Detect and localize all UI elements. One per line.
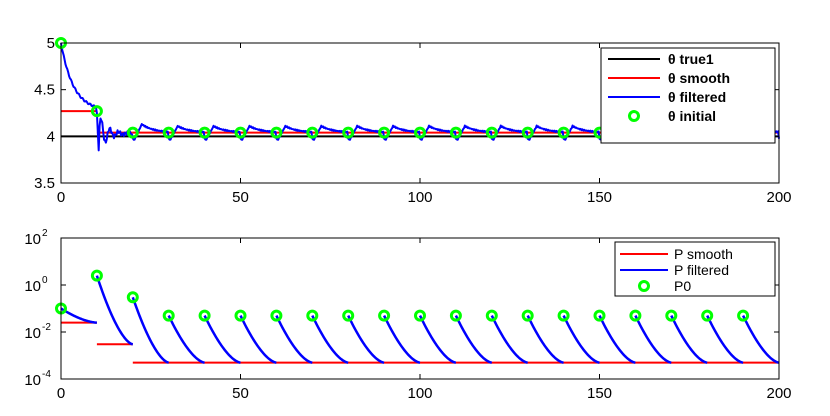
p-filtered-line [598, 315, 636, 364]
p0-marker [414, 309, 426, 322]
p-filtered-line [526, 315, 565, 364]
theta-initial-marker [485, 126, 498, 139]
p-filtered-line [131, 296, 170, 364]
theta-y-tick-label: 4.5 [34, 82, 55, 99]
p-y-tick-exponent: -4 [42, 369, 51, 380]
legend-label-theta-filtered: θ filtered [668, 89, 726, 105]
p0-marker [557, 309, 570, 322]
p0-marker [126, 291, 139, 304]
theta-initial-marker [270, 126, 283, 139]
p0-marker [162, 309, 175, 322]
p-filtered-line [95, 275, 134, 346]
p-x-tick-label: 100 [407, 385, 432, 402]
p-filtered-line [311, 315, 349, 364]
p0-marker [629, 309, 642, 322]
p-filtered-line [562, 315, 601, 364]
theta-initial-marker [234, 126, 247, 139]
p-filtered-line [490, 315, 529, 364]
p-y-tick-exponent: 2 [42, 228, 48, 239]
theta-initial-marker [306, 126, 319, 139]
p-x-tick-label: 50 [232, 385, 249, 402]
theta-initial-marker [342, 126, 355, 139]
theta-y-tick-label: 3.5 [34, 175, 55, 192]
theta-initial-marker [378, 126, 391, 139]
p0-marker [485, 309, 498, 322]
p-filtered-line [275, 315, 313, 364]
p-y-tick-label: 10 [24, 231, 41, 248]
theta-panel: 0 50 100 150 200 3.5 4 4.5 5 θ true1 θ smooth θ … [34, 35, 791, 206]
theta-x-tick-label: 100 [407, 189, 432, 206]
theta-initial-marker [198, 126, 211, 139]
p-y-tick-exponent: -2 [42, 322, 51, 333]
p0-marker [665, 309, 678, 322]
p-y-tick-label: 10 [24, 278, 41, 295]
p-filtered-line [418, 315, 457, 364]
p-y-tick-exponent: 0 [42, 275, 48, 286]
p-filtered-line [670, 315, 708, 364]
legend-label-p-smooth: P smooth [674, 246, 733, 262]
p0-marker [270, 309, 283, 322]
theta-x-tick-label: 50 [232, 189, 249, 206]
p0-marker [378, 309, 391, 322]
legend-label-theta-true1: θ true1 [668, 51, 714, 67]
p-filtered-line [239, 315, 277, 364]
p-filtered-line [203, 315, 242, 364]
p0-marker [521, 309, 534, 322]
theta-y-tick-label: 4 [47, 128, 55, 145]
p-filtered-line [706, 315, 744, 364]
theta-initial-marker [414, 126, 426, 139]
p-y-tick-label: 10 [24, 372, 41, 389]
p-filtered-line [382, 315, 421, 364]
p-filtered-line [60, 307, 98, 324]
theta-initial-marker [126, 126, 139, 139]
p-y-tick-label: 10 [24, 325, 41, 342]
p-x-tick-label: 0 [57, 385, 65, 402]
theta-ticks: 0 50 100 150 200 3.5 4 4.5 5 [34, 35, 791, 206]
p0-marker [306, 309, 319, 322]
p0-marker [701, 309, 714, 322]
legend-marker-p0 [638, 280, 650, 292]
p-legend: P smooth P filtered P0 [614, 241, 776, 297]
theta-x-tick-label: 0 [57, 189, 65, 206]
p0-marker [449, 309, 462, 322]
p-filtered-line [634, 315, 672, 364]
p-series-group [55, 269, 780, 364]
p-filtered-line [454, 315, 493, 364]
legend-label-theta-initial: θ initial [668, 108, 716, 124]
theta-initial-marker [90, 105, 103, 118]
legend-label-theta-smooth: θ smooth [668, 70, 730, 86]
p-filtered-line [347, 315, 385, 364]
theta-x-tick-label: 200 [766, 189, 791, 206]
theta-initial-marker [449, 126, 462, 139]
p-x-tick-label: 150 [587, 385, 612, 402]
p0-marker [198, 309, 211, 322]
theta-initial-marker [557, 126, 570, 139]
p0-marker [342, 309, 355, 322]
theta-y-tick-label: 5 [47, 35, 55, 52]
p0-marker [593, 309, 606, 322]
legend-marker-theta-initial [628, 110, 640, 122]
theta-legend-box [600, 47, 776, 144]
p0-marker [90, 269, 103, 282]
p0-marker [737, 309, 750, 322]
theta-initial-marker [521, 126, 534, 139]
p0-marker [234, 309, 247, 322]
p-filtered-line [167, 315, 206, 364]
theta-legend: θ true1 θ smooth θ filtered θ initial [600, 47, 776, 144]
legend-label-p0: P0 [674, 278, 691, 294]
theta-x-tick-label: 150 [587, 189, 612, 206]
theta-initial-marker [162, 126, 175, 139]
p-filtered-line [741, 315, 780, 364]
p-x-tick-label: 200 [766, 385, 791, 402]
legend-label-p-filtered: P filtered [674, 262, 729, 278]
